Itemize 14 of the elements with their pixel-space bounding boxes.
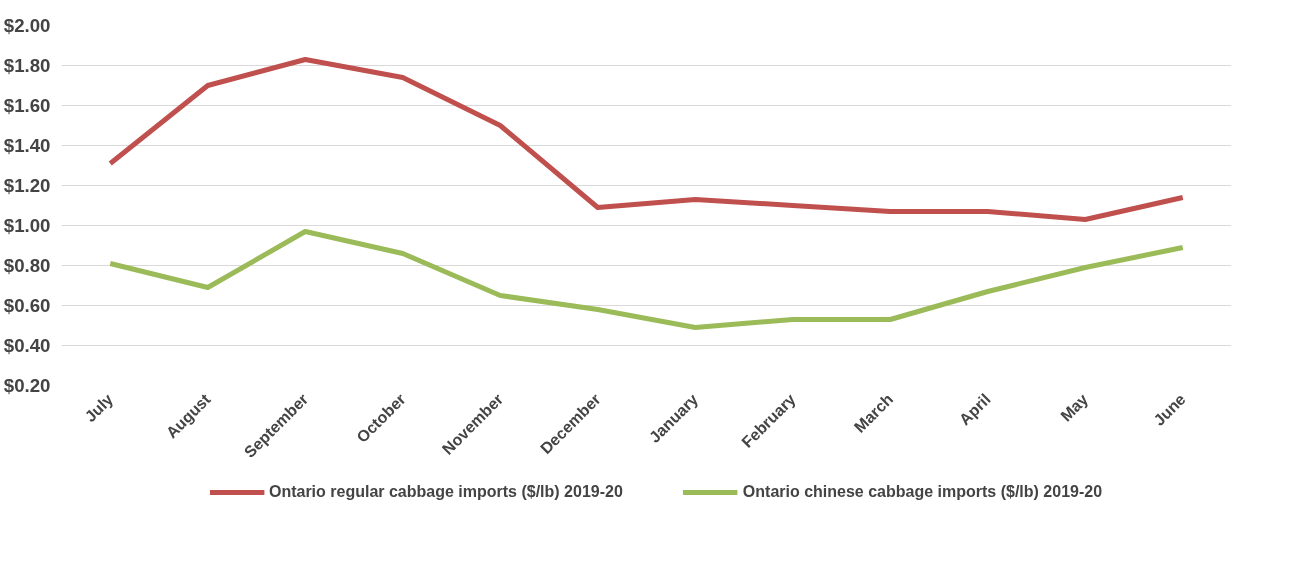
y-tick-label: $0.80 xyxy=(3,255,51,276)
y-tick-label: $1.80 xyxy=(3,55,51,76)
y-tick-label: $0.60 xyxy=(3,295,51,316)
y-tick-label: $1.40 xyxy=(3,135,51,156)
y-tick-label: $1.00 xyxy=(3,215,51,236)
y-tick-label: $1.60 xyxy=(3,95,51,116)
y-tick-label: $0.40 xyxy=(3,335,51,356)
y-tick-label: $2.00 xyxy=(3,15,51,36)
y-tick-label: $0.20 xyxy=(3,375,51,396)
y-tick-label: $1.20 xyxy=(3,175,51,196)
x-tick-label: July xyxy=(81,390,117,426)
legend-label: Ontario regular cabbage imports ($/lb) 2019-20 xyxy=(268,482,623,501)
x-tick-label: May xyxy=(1057,390,1092,425)
legend-label: Ontario chinese cabbage imports ($/lb) 2019-20 xyxy=(742,482,1103,501)
